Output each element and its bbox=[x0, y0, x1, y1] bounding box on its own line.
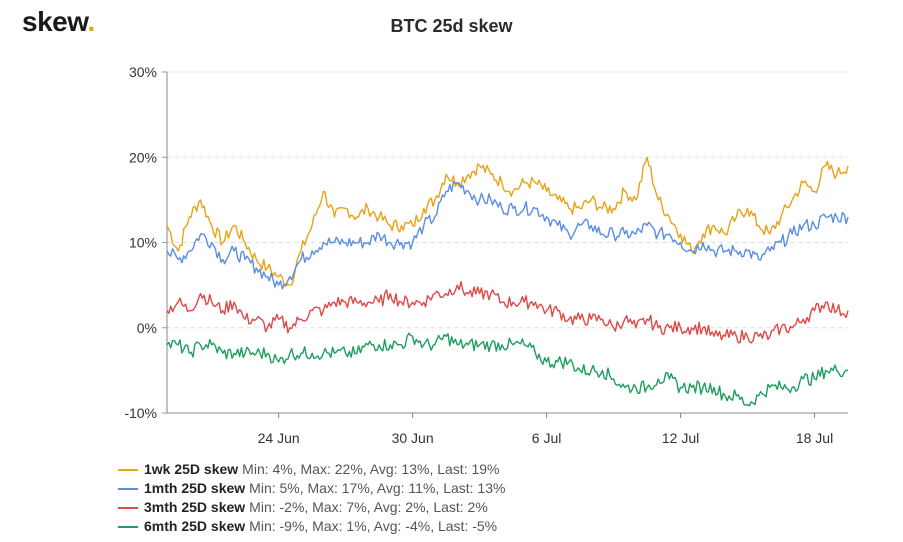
grid-lines bbox=[167, 71, 848, 414]
x-tick-label: 6 Jul bbox=[532, 430, 562, 446]
y-tick-label: -10% bbox=[124, 405, 157, 421]
x-tick-label: 18 Jul bbox=[796, 430, 833, 446]
chart-title: BTC 25d skew bbox=[390, 16, 513, 36]
skew-logo: skew. bbox=[22, 6, 95, 38]
legend-series-name: 1mth 25D skew bbox=[144, 480, 246, 496]
x-tick-label: 12 Jul bbox=[662, 430, 699, 446]
series-line-3 bbox=[166, 281, 849, 344]
y-axis: 30% 20% 10% 0% -10% bbox=[124, 64, 168, 421]
legend-series-stats: Min: 4%, Max: 22%, Avg: 13%, Last: 19% bbox=[242, 461, 500, 477]
series-line-2 bbox=[166, 180, 849, 290]
legend-series-stats: Min: 5%, Max: 17%, Avg: 11%, Last: 13% bbox=[249, 480, 506, 496]
legend-series-name: 3mth 25D skew bbox=[144, 499, 246, 515]
legend: 1wk 25D skew Min: 4%, Max: 22%, Avg: 13%,… bbox=[118, 460, 505, 536]
legend-item[interactable]: 1mth 25D skew Min: 5%, Max: 17%, Avg: 11%… bbox=[118, 479, 505, 498]
legend-swatch bbox=[118, 506, 138, 509]
y-tick-label: 20% bbox=[129, 149, 157, 165]
series-lines bbox=[166, 156, 849, 407]
legend-series-name: 6mth 25D skew bbox=[144, 518, 246, 534]
y-tick-label: 10% bbox=[129, 235, 157, 251]
series-line-1 bbox=[166, 156, 849, 287]
series-line-4 bbox=[166, 332, 849, 407]
legend-swatch bbox=[118, 487, 138, 490]
legend-item[interactable]: 1wk 25D skew Min: 4%, Max: 22%, Avg: 13%,… bbox=[118, 460, 505, 479]
y-tick-label: 0% bbox=[137, 320, 157, 336]
legend-series-stats: Min: -9%, Max: 1%, Avg: -4%, Last: -5% bbox=[249, 518, 498, 534]
y-tick-label: 30% bbox=[129, 64, 157, 80]
legend-series-stats: Min: -2%, Max: 7%, Avg: 2%, Last: 2% bbox=[249, 499, 488, 515]
legend-swatch bbox=[118, 525, 138, 528]
legend-item[interactable]: 6mth 25D skew Min: -9%, Max: 1%, Avg: -4%… bbox=[118, 517, 505, 536]
logo-text: skew bbox=[22, 6, 88, 37]
x-tick-label: 24 Jun bbox=[258, 430, 300, 446]
logo-dot: . bbox=[87, 6, 95, 37]
x-axis: 24 Jun 30 Jun 6 Jul 12 Jul 18 Jul bbox=[167, 412, 848, 446]
legend-series-name: 1wk 25D skew bbox=[144, 461, 239, 477]
legend-swatch bbox=[118, 468, 138, 471]
legend-item[interactable]: 3mth 25D skew Min: -2%, Max: 7%, Avg: 2%,… bbox=[118, 498, 505, 517]
x-tick-label: 30 Jun bbox=[392, 430, 434, 446]
